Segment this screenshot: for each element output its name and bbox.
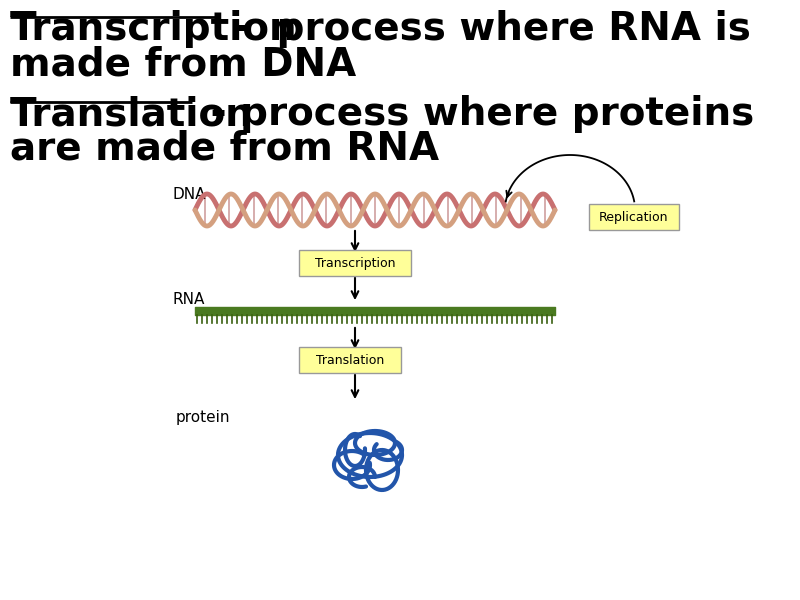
Text: are made from RNA: are made from RNA xyxy=(10,130,439,168)
Text: DNA: DNA xyxy=(172,187,206,202)
Text: Translation: Translation xyxy=(316,353,384,367)
Text: protein: protein xyxy=(175,410,230,425)
Text: made from DNA: made from DNA xyxy=(10,45,356,83)
Text: Replication: Replication xyxy=(599,211,669,223)
Text: Translation: Translation xyxy=(10,95,254,133)
FancyBboxPatch shape xyxy=(299,347,401,373)
Text: Transcription: Transcription xyxy=(314,257,395,269)
FancyBboxPatch shape xyxy=(589,204,679,230)
Text: Transcription: Transcription xyxy=(10,10,298,48)
Text: RNA: RNA xyxy=(172,292,204,307)
Text: -  process where RNA is: - process where RNA is xyxy=(220,10,751,48)
FancyBboxPatch shape xyxy=(299,250,411,276)
Text: - process where proteins: - process where proteins xyxy=(197,95,754,133)
